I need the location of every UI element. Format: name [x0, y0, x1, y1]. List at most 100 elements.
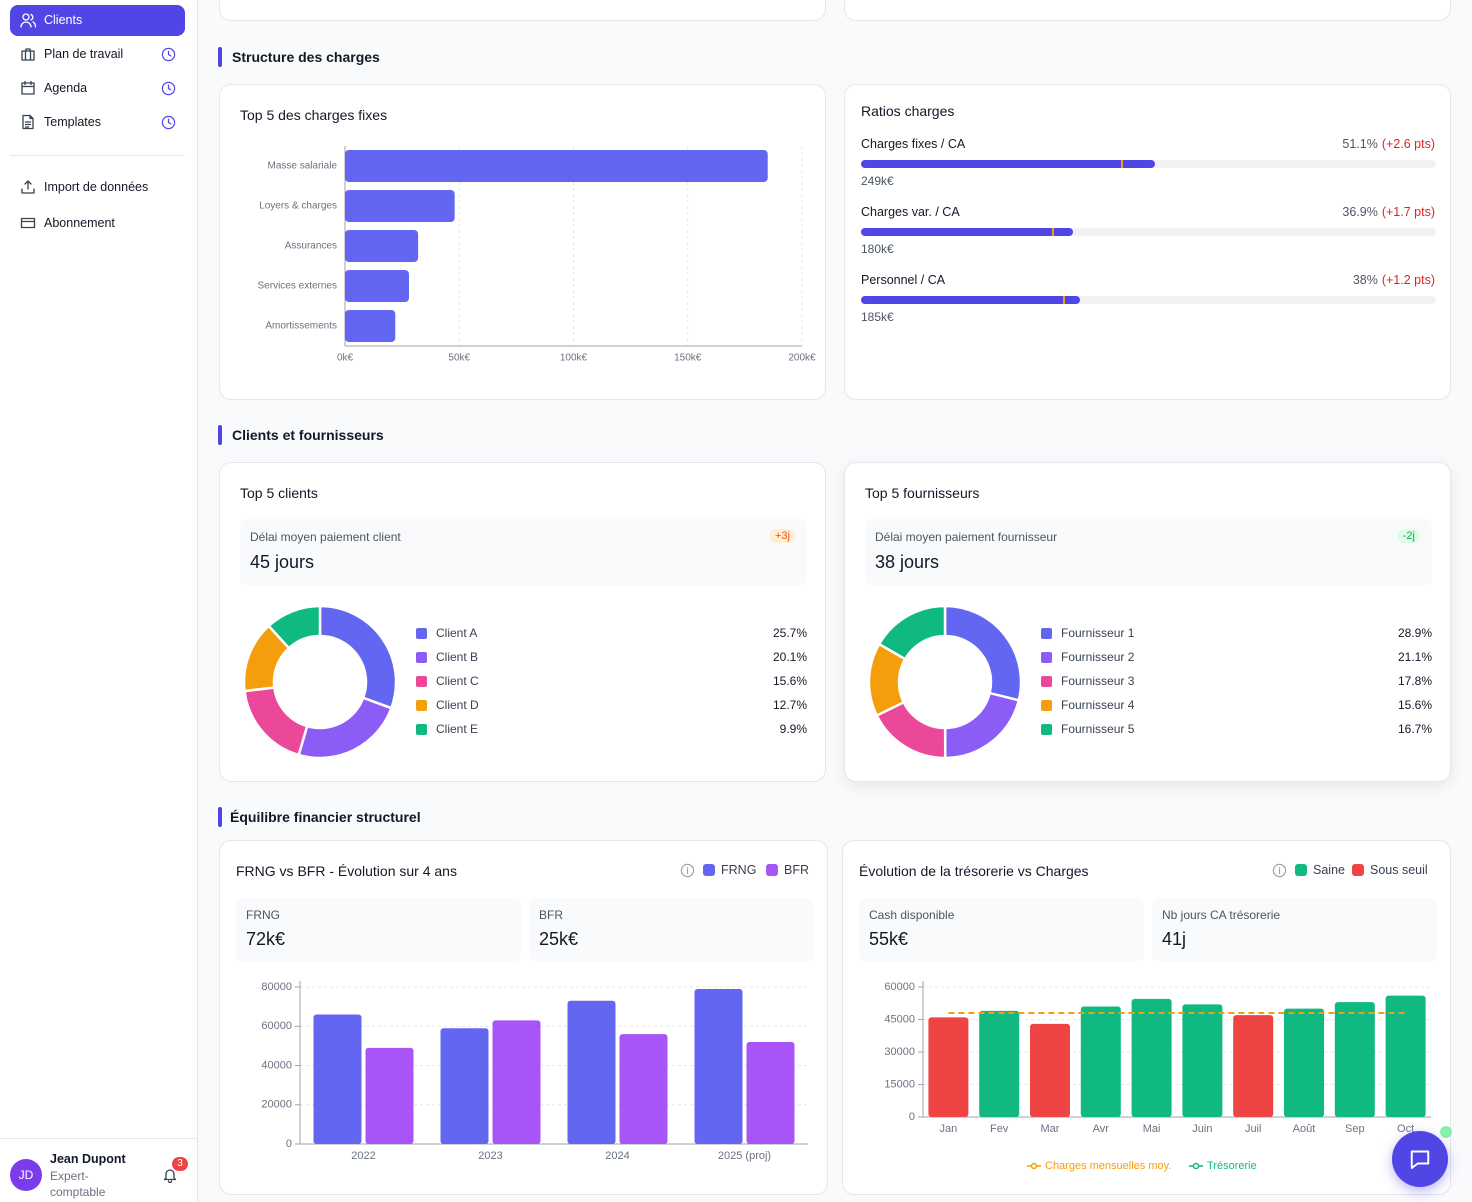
- bar: [365, 1047, 414, 1144]
- icon-shape: [161, 47, 176, 62]
- nav-item[interactable]: Templates: [10, 107, 185, 138]
- progress-track: [861, 160, 1436, 168]
- nav-item[interactable]: Import de données: [10, 172, 185, 203]
- y-tick-label: 80000: [261, 981, 292, 993]
- legend-swatch: [416, 724, 427, 735]
- bar: [567, 1000, 616, 1144]
- chart: 0k€ 50k€ 100k€ 150k€ 200k€ Masse salariale Loy…: [258, 146, 816, 364]
- ratio-amount: 180k€: [861, 242, 894, 256]
- value-label: 28.9%: [1398, 626, 1432, 640]
- nav-label: Templates: [44, 115, 101, 129]
- icon-shape: [680, 863, 695, 878]
- bar: [1182, 1004, 1223, 1117]
- x-tick-label: 50k€: [448, 353, 470, 364]
- bar: [345, 150, 768, 182]
- chat-button[interactable]: [1392, 1131, 1448, 1187]
- card-title: Top 5 clients: [240, 485, 318, 501]
- legend-label: Client D: [436, 698, 479, 712]
- legend-label: Fournisseur 4: [1061, 698, 1135, 712]
- legend-dot: [1192, 1162, 1200, 1170]
- pie-slice: [877, 604, 947, 661]
- user-name: Jean Dupont: [50, 1152, 126, 1166]
- pie-slice: [297, 696, 393, 760]
- ratio-values: 38% (+1.2 pts): [1353, 273, 1435, 287]
- sidebar: Clients Plan de travail Agenda Templates Imp…: [0, 0, 198, 1202]
- icon: [163, 1169, 177, 1183]
- x-tick-label: Juin: [1192, 1123, 1212, 1135]
- legend-label: Client A: [436, 626, 477, 640]
- nav-item[interactable]: Plan de travail: [10, 39, 185, 70]
- y-tick-label: Amortissements: [265, 321, 337, 332]
- legend-dot: [1030, 1162, 1038, 1170]
- x-tick-label: Mar: [1041, 1123, 1060, 1135]
- x-tick-label: 2025 (proj): [718, 1150, 771, 1162]
- ratio-value: 36.9%: [1342, 205, 1378, 219]
- chart: Fournisseur 1 28.9% Fournisseur 2 21.1% Four…: [867, 604, 1432, 760]
- y-tick-label: Masse salariale: [268, 161, 338, 172]
- icon-shape: [21, 48, 35, 61]
- bar: [492, 1020, 541, 1144]
- x-tick-label: Jan: [940, 1123, 958, 1135]
- kpi-box: Cash disponible 55k€: [859, 898, 1144, 962]
- legend-label: Trésorerie: [1207, 1160, 1257, 1172]
- x-tick-label: Avr: [1093, 1123, 1110, 1135]
- card: Ratios charges Charges fixes / CA 51.1% (+2…: [844, 84, 1451, 400]
- card: FRNG vs BFR - Évolution sur 4 ans FRNG BFR…: [219, 840, 828, 1195]
- card: Top 5 des charges fixes 0k€ 50k€ 100k€ 150k€…: [219, 84, 826, 400]
- icon: [161, 81, 176, 96]
- status-dot: [1440, 1126, 1452, 1138]
- nav-label: Agenda: [44, 81, 88, 95]
- kpi-box: Délai moyen paiement fournisseur 38 jours…: [865, 519, 1432, 586]
- nav-item[interactable]: Clients: [10, 5, 185, 36]
- progress-marker: [1062, 296, 1065, 304]
- chart: 0 15000 30000 45000 60000 Jan Fev Mar Avr Mai Juin…: [884, 981, 1431, 1172]
- value-label: 17.8%: [1398, 674, 1432, 688]
- icon-shape: [1410, 1150, 1430, 1169]
- legend-swatch: [1041, 676, 1052, 687]
- icon-shape: [163, 1169, 177, 1183]
- icon-shape: [21, 180, 35, 194]
- progress-marker: [1120, 160, 1123, 168]
- y-tick-label: 0: [286, 1138, 292, 1150]
- bar: [440, 1028, 489, 1144]
- legend-label: Fournisseur 2: [1061, 650, 1135, 664]
- kpi-box: Délai moyen paiement client 45 jours +3j: [240, 519, 807, 586]
- value-label: 9.9%: [780, 722, 808, 736]
- bar: [694, 988, 743, 1144]
- ratio-label: Charges var. / CA: [861, 205, 960, 219]
- nav-item[interactable]: Abonnement: [10, 208, 185, 239]
- y-tick-label: Loyers & charges: [259, 201, 337, 212]
- x-tick-label: Mai: [1143, 1123, 1161, 1135]
- card: [844, 0, 1451, 21]
- kpi-box: Nb jours CA trésorerie 41j: [1152, 898, 1437, 962]
- y-tick-label: Assurances: [285, 241, 337, 252]
- kpi-value: 41j: [1162, 929, 1187, 949]
- kpi-value: 55k€: [869, 929, 909, 949]
- icon: [20, 217, 36, 229]
- section-accent: [218, 807, 222, 827]
- card: Top 5 clients Délai moyen paiement client…: [219, 462, 826, 782]
- ratio-amount: 185k€: [861, 310, 894, 324]
- bar: [928, 1017, 969, 1117]
- legend-label: Saine: [1313, 863, 1345, 877]
- legend-swatch: [416, 628, 427, 639]
- icon: [21, 80, 35, 95]
- ratio-value: 38%: [1352, 273, 1378, 287]
- ratio-values: 51.1% (+2.6 pts): [1342, 137, 1435, 151]
- notification-button[interactable]: [162, 1167, 180, 1185]
- y-tick-label: 45000: [884, 1013, 915, 1025]
- icon: [20, 13, 36, 28]
- value-label: 21.1%: [1398, 650, 1432, 664]
- y-tick-label: 0: [909, 1111, 915, 1123]
- legend-label: Client E: [436, 722, 478, 736]
- legend-swatch: [416, 676, 427, 687]
- x-tick-label: 150k€: [674, 353, 702, 364]
- nav-item[interactable]: Agenda: [10, 73, 185, 104]
- y-tick-label: 20000: [261, 1099, 292, 1111]
- card-title: Top 5 fournisseurs: [865, 485, 980, 501]
- y-tick-label: 15000: [884, 1078, 915, 1090]
- section-title: Clients et fournisseurs: [232, 427, 384, 443]
- card-title: Top 5 des charges fixes: [240, 107, 388, 123]
- kpi-badge: +3j: [770, 529, 795, 543]
- legend-label: Sous seuil: [1370, 863, 1428, 877]
